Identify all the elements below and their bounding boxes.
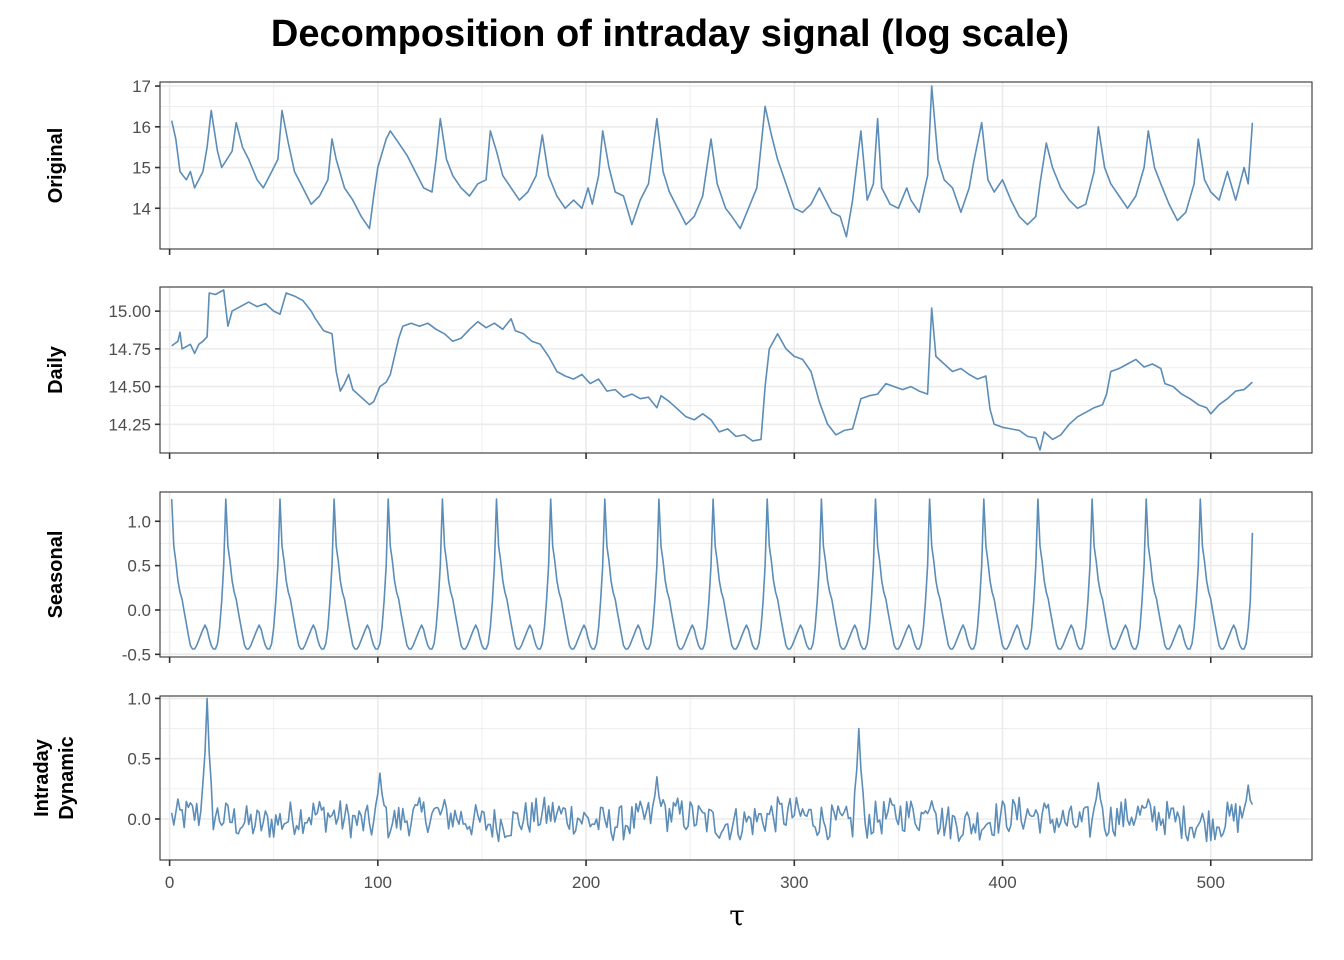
x-tick-label: 300: [780, 873, 808, 892]
panel-border: [159, 286, 1313, 454]
chart-title: Decomposition of intraday signal (log sc…: [271, 13, 1069, 55]
y-tick-label: 14.50: [108, 378, 151, 397]
x-tick-label: 500: [1197, 873, 1225, 892]
x-tick-label: 200: [572, 873, 600, 892]
y-tick-label: 14: [132, 199, 151, 218]
y-tick-label: 0.5: [127, 557, 151, 576]
panel-border: [159, 491, 1313, 658]
series-line-original: [170, 85, 1254, 238]
panel-label-line: Seasonal: [45, 531, 67, 619]
panel-daily: 14.25 14.50 14.75 15.00 Daily: [45, 286, 1313, 459]
y-tick-label: 14.25: [108, 415, 151, 434]
y-tick-label: 16: [132, 118, 151, 137]
x-axis-label: τ: [729, 899, 745, 932]
y-tick-label: 0.0: [127, 601, 151, 620]
y-tick-label: 1.0: [127, 689, 151, 708]
panel-intraday-dynamic: 0.0 0.5 1.0 Intraday Dynamic: [31, 689, 1313, 866]
panel-label-line: Original: [45, 128, 67, 204]
x-tick-label: 400: [988, 873, 1016, 892]
series-line-seasonal: [170, 498, 1254, 650]
y-tick-label: 0.5: [127, 750, 151, 769]
series-line-intraday-dynamic: [170, 697, 1254, 843]
panel-label: Intraday Dynamic: [31, 736, 78, 819]
panel-label: Seasonal: [45, 531, 67, 619]
series-line-daily: [171, 289, 1253, 451]
y-tick-label: 15: [132, 159, 151, 178]
panel-original: 14 15 16 17 Original: [45, 77, 1313, 255]
y-tick-label: 15.00: [108, 302, 151, 321]
panel-label-line: Daily: [45, 345, 67, 394]
panel-label: Daily: [45, 345, 67, 394]
y-tick-label: 1.0: [127, 512, 151, 531]
y-tick-label: -0.5: [122, 645, 151, 664]
panel-label: Original: [45, 128, 67, 204]
x-tick-label: 0: [165, 873, 174, 892]
y-tick-label: 17: [132, 77, 151, 96]
y-tick-label: 14.75: [108, 340, 151, 359]
panel-border: [159, 81, 1313, 250]
x-tick-label: 100: [364, 873, 392, 892]
panel-seasonal: -0.5 0.0 0.5 1.0 Seasonal: [45, 491, 1313, 664]
panels: 14 15 16 17 Original 14.25 14.50 14.75 15.00 Dail…: [31, 77, 1313, 892]
y-tick-label: 0.0: [127, 810, 151, 829]
panel-border: [159, 695, 1313, 861]
panel-label-line: Dynamic: [56, 736, 78, 819]
panel-label-line: Intraday: [31, 738, 53, 817]
